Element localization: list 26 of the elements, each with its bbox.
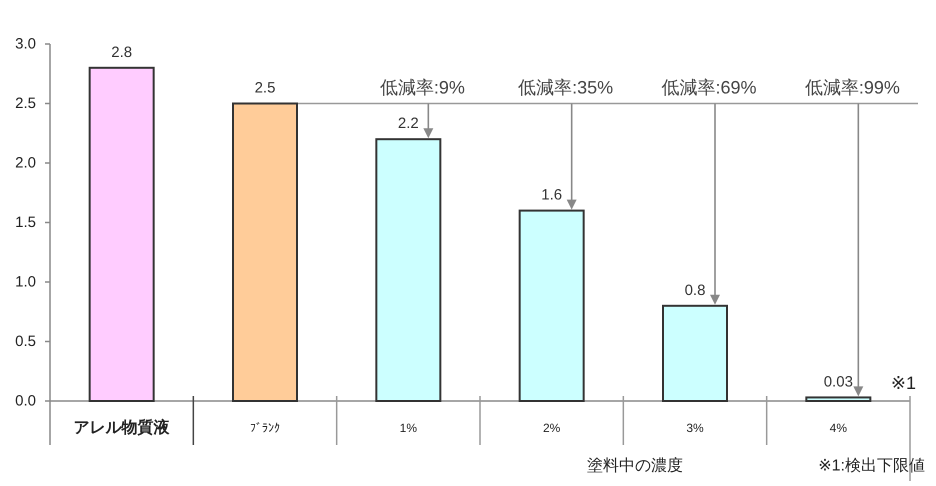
xlabel: 塗料中の濃度 [586,458,683,474]
data-label: 0.03 [824,373,853,390]
annotation: 低減率:69% [661,78,757,98]
y-tick-label: 2.0 [15,154,36,172]
data-label: 2.2 [398,115,419,132]
data-label: 2.5 [254,80,276,96]
x-tick-label: アレル物質液 [74,418,171,436]
x-tick-label: 3% [686,421,704,435]
x-tick-label: 4% [830,421,848,435]
data-label: 2.8 [111,44,132,61]
note: ※1 [890,373,916,393]
y-tick-label: 2.5 [15,95,36,112]
x-tick-label: ﾌﾞﾗﾝｸ [250,421,280,435]
y-tick-label: 0.0 [15,392,36,410]
y-tick-label: 3.0 [15,36,36,52]
y-tick-label: 1.5 [15,214,36,231]
note: ※1:検出下限値 [818,458,925,474]
annotation: 低減率:9% [380,78,465,98]
x-tick-label: 2% [542,421,561,435]
data-label: 1.6 [541,186,562,204]
annotation: 低減率:35% [518,78,614,98]
data-label: 0.8 [684,282,706,299]
y-tick-label: 0.5 [15,333,36,350]
y-tick-label: 1.0 [15,274,36,290]
annotation: 低減率:99% [804,78,900,98]
x-tick-label: 1% [400,421,418,435]
